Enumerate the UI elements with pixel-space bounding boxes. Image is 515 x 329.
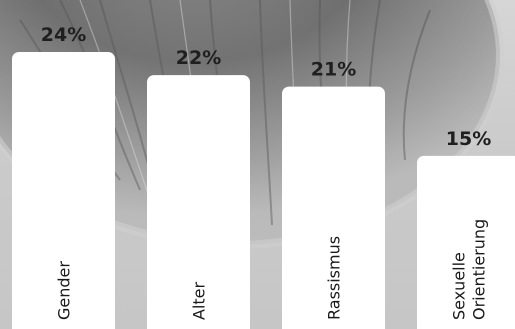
value-label-2: 21% (311, 59, 356, 81)
category-label-2: Rassismus (325, 236, 344, 320)
bar-2 (282, 86, 385, 329)
category-label-0: Gender (55, 261, 74, 320)
category-label-1: Alter (190, 281, 209, 320)
category-label-3-line-1: Orientierung (470, 219, 489, 320)
category-label-3-line-0: Sexuelle (450, 252, 469, 320)
value-label-3: 15% (446, 128, 491, 150)
bar-3 (417, 155, 515, 329)
bar-1 (147, 75, 250, 329)
bar-0 (12, 52, 115, 329)
value-label-1: 22% (176, 47, 221, 69)
value-label-0: 24% (41, 24, 86, 46)
